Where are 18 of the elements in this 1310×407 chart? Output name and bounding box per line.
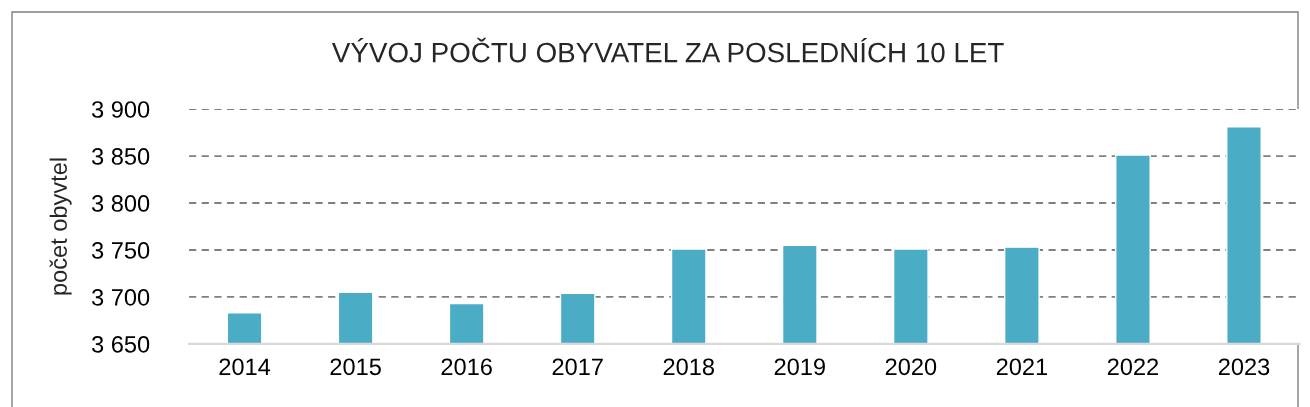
chart-title: VÝVOJ POČTU OBYVATEL ZA POSLEDNÍCH 10 LET [331,37,1004,63]
x-tick-label: 2021 [996,358,1048,376]
x-tick-label: 2022 [1107,358,1159,376]
x-tick-label: 2018 [663,358,714,376]
x-tick-label: 2020 [885,358,937,376]
y-tick-label: 3 800 [91,195,150,212]
x-tick-label: 2016 [441,358,492,376]
x-tick-label: 2015 [330,358,381,376]
y-axis-title: počet obyvtel [49,158,72,295]
y-tick-label: 3 650 [91,335,150,353]
x-tick-label: 2014 [219,358,271,376]
x-tick-label: 2017 [552,358,603,376]
y-tick-label: 3 850 [91,148,150,165]
x-tick-label: 2023 [1218,358,1270,376]
x-tick-label: 2019 [774,358,825,376]
y-tick-label: 3 700 [91,289,150,306]
y-tick-label: 3 750 [91,242,150,259]
y-tick-label: 3 900 [91,101,150,118]
